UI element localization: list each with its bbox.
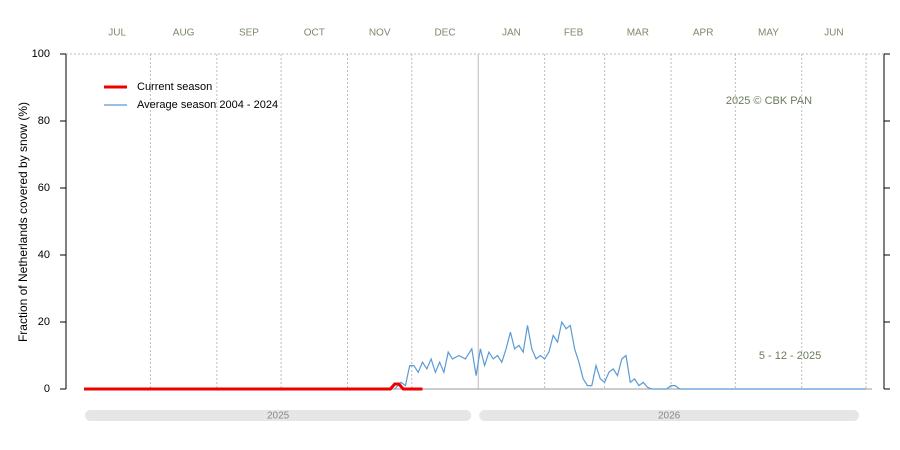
y-tick-label: 80 <box>38 115 50 127</box>
x-tick-label: JAN <box>502 28 521 39</box>
x-tick-label: NOV <box>369 28 391 39</box>
y-tick-label: 20 <box>38 316 50 328</box>
x-tick-label: SEP <box>239 28 259 39</box>
x-tick-label: FEB <box>564 28 584 39</box>
date-note: 5 - 12 - 2025 <box>759 350 821 362</box>
x-tick-label: JUL <box>108 28 126 39</box>
x-tick-label: APR <box>693 28 714 39</box>
x-tick-label: DEC <box>434 28 455 39</box>
x-tick-label: JUN <box>824 28 843 39</box>
x-tick-label: MAR <box>627 28 649 39</box>
period-bar <box>85 410 472 421</box>
legend-label: Current season <box>137 81 212 93</box>
y-tick-label: 100 <box>32 48 50 60</box>
period-label: 2025 <box>267 411 290 422</box>
x-tick-label: AUG <box>173 28 195 39</box>
series-line <box>394 320 866 390</box>
series-line <box>84 382 423 391</box>
x-tick-label: MAY <box>758 28 779 39</box>
y-tick-label: 60 <box>38 182 50 194</box>
legend-label: Average season 2004 - 2024 <box>137 99 278 111</box>
copyright: 2025 © CBK PAN <box>726 95 812 107</box>
period-label: 2026 <box>658 411 681 422</box>
y-tick-label: 40 <box>38 249 50 261</box>
y-tick-label: 0 <box>44 383 50 395</box>
period-bar <box>479 410 859 421</box>
y-axis-label: Fraction of Netherlands covered by snow … <box>16 102 30 342</box>
x-tick-label: OCT <box>304 28 325 39</box>
